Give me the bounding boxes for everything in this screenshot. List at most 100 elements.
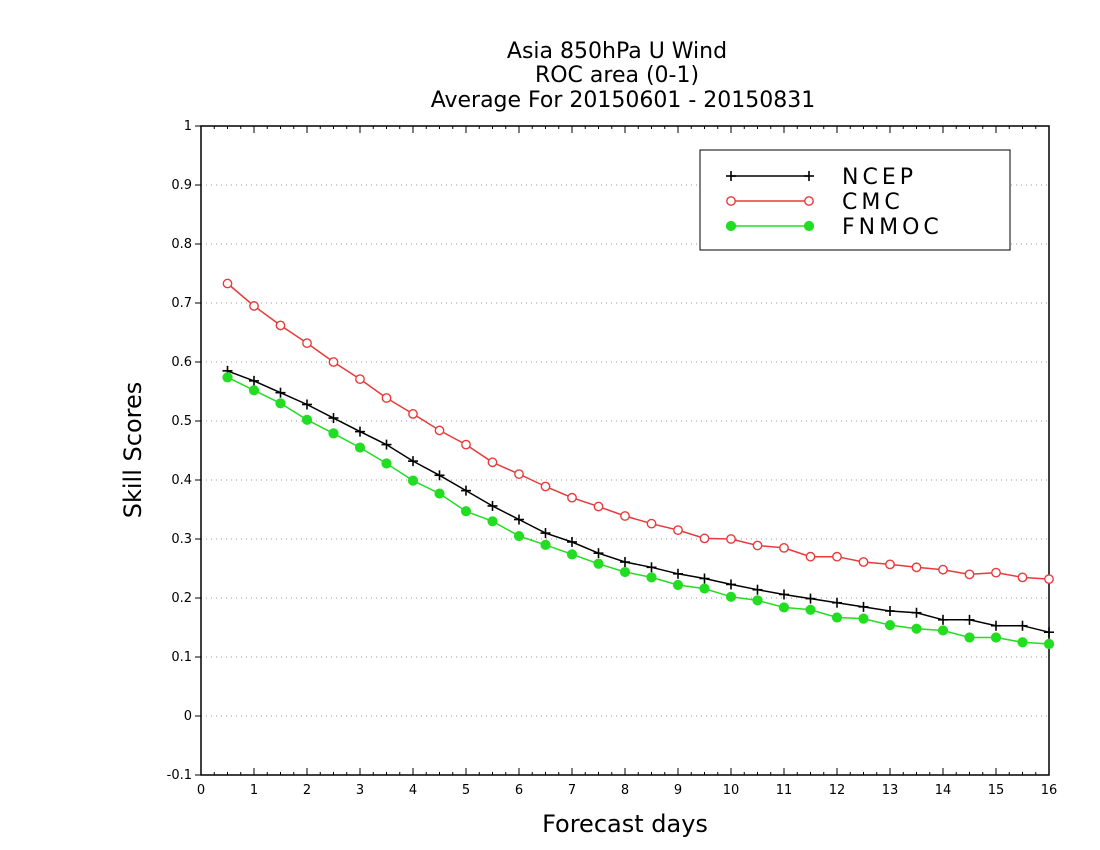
- data-point-ncep-12: [540, 528, 551, 539]
- x-tick-label-13: 13: [882, 783, 899, 798]
- x-tick-label-16: 16: [1041, 783, 1058, 798]
- x-axis-ticks: 0 1 2 3 4 5 6 7 8 9 10 11 12 13 14 15 16: [197, 126, 1057, 798]
- x-tick-label-11: 11: [776, 783, 793, 798]
- data-point-cmc-0: [222, 278, 233, 289]
- y-tick-label-3: 0.2: [171, 591, 192, 606]
- legend-label-ncep: NCEP: [842, 165, 917, 190]
- data-point-ncep-21: [779, 589, 789, 600]
- y-tick-label-9: 0.8: [171, 237, 192, 252]
- data-point-cmc-21: [779, 542, 789, 553]
- data-point-ncep-3: [302, 399, 312, 410]
- data-point-cmc-5: [355, 374, 365, 385]
- data-point-fnmoc-23: [831, 612, 843, 623]
- data-series: [222, 278, 1055, 650]
- data-point-cmc-11: [514, 469, 524, 479]
- x-axis-label: Forecast days: [542, 810, 708, 838]
- data-point-fnmoc-19: [725, 591, 737, 602]
- data-point-fnmoc-14: [593, 558, 604, 569]
- data-point-ncep-22: [805, 593, 816, 604]
- x-tick-label-5: 5: [462, 783, 470, 798]
- y-tick-label-8: 0.7: [171, 296, 192, 311]
- data-point-cmc-13: [567, 492, 577, 503]
- data-point-ncep-29: [991, 620, 1001, 631]
- x-tick-label-14: 14: [935, 783, 952, 798]
- data-point-cmc-24: [858, 557, 869, 567]
- y-tick-label-4: 0.3: [171, 532, 192, 547]
- data-point-cmc-8: [434, 425, 445, 436]
- chart-title: Asia 850hPa U Wind ROC area (0-1) Averag…: [431, 39, 816, 113]
- legend-box: [699, 149, 1011, 251]
- data-point-cmc-10: [487, 457, 498, 468]
- legend-marker-right-fnmoc: [803, 220, 815, 232]
- data-point-fnmoc-11: [513, 530, 525, 542]
- data-point-fnmoc-16: [646, 572, 657, 583]
- data-point-fnmoc-9: [460, 506, 472, 517]
- data-point-cmc-18: [699, 533, 710, 544]
- series-ncep: [222, 365, 1054, 638]
- data-point-ncep-17: [673, 568, 683, 579]
- y-axis-label: Skill Scores: [119, 382, 147, 519]
- legend-marker-right-cmc: [804, 196, 814, 206]
- x-tick-label-3: 3: [356, 783, 364, 798]
- y-tick-label-6: 0.5: [171, 414, 192, 429]
- data-point-fnmoc-30: [1017, 637, 1028, 648]
- data-point-cmc-27: [938, 564, 948, 575]
- y-tick-label-5: 0.4: [171, 473, 192, 488]
- gridlines: [201, 184, 1049, 717]
- legend-marker-right-ncep: [804, 171, 814, 181]
- data-point-fnmoc-7: [407, 475, 419, 486]
- data-point-ncep-26: [911, 607, 922, 618]
- data-point-fnmoc-4: [328, 428, 339, 439]
- legend-entry-ncep: NCEP: [726, 165, 917, 190]
- data-point-fnmoc-27: [937, 625, 949, 636]
- data-point-fnmoc-2: [275, 398, 286, 409]
- legend-entry-cmc: CMC: [726, 190, 904, 215]
- data-point-cmc-7: [408, 409, 418, 419]
- x-tick-label-4: 4: [409, 783, 417, 798]
- series-line-ncep: [227, 370, 1050, 633]
- data-point-cmc-28: [964, 569, 975, 580]
- data-point-cmc-1: [249, 301, 259, 311]
- legend-marker-left-fnmoc: [725, 220, 737, 232]
- data-point-fnmoc-18: [699, 583, 710, 594]
- data-point-fnmoc-3: [301, 414, 313, 425]
- legend-marker-left-cmc: [726, 196, 736, 206]
- legend-label-cmc: CMC: [842, 190, 904, 215]
- data-point-ncep-16: [646, 562, 657, 573]
- legend-entry-fnmoc: FNMOC: [725, 215, 943, 240]
- data-point-fnmoc-21: [778, 602, 790, 613]
- legend-marker-left-ncep: [726, 171, 736, 181]
- legend-label-fnmoc: FNMOC: [842, 215, 943, 240]
- x-tick-label-9: 9: [674, 783, 682, 798]
- data-point-cmc-4: [328, 357, 339, 367]
- data-point-fnmoc-1: [248, 385, 260, 396]
- data-point-ncep-6: [381, 439, 392, 450]
- data-point-fnmoc-31: [1043, 638, 1055, 650]
- series-fnmoc: [222, 372, 1055, 650]
- x-tick-label-8: 8: [621, 783, 629, 798]
- data-point-fnmoc-10: [487, 516, 498, 527]
- x-tick-label-6: 6: [515, 783, 523, 798]
- chart-title-line-1: Asia 850hPa U Wind: [507, 39, 727, 64]
- data-point-cmc-15: [620, 511, 630, 521]
- data-point-cmc-19: [726, 534, 736, 544]
- data-point-fnmoc-17: [672, 579, 684, 591]
- y-tick-label-2: 0.1: [171, 650, 192, 665]
- data-point-ncep-8: [434, 470, 445, 481]
- data-point-cmc-2: [275, 320, 286, 331]
- data-point-ncep-25: [885, 605, 895, 616]
- data-point-ncep-27: [938, 614, 948, 625]
- x-tick-label-2: 2: [303, 783, 311, 798]
- data-point-cmc-31: [1044, 574, 1054, 585]
- data-point-ncep-2: [275, 387, 286, 398]
- y-tick-label-0: -0.1: [167, 768, 192, 783]
- data-point-cmc-22: [805, 551, 816, 562]
- data-point-ncep-14: [593, 548, 604, 559]
- data-point-fnmoc-25: [884, 620, 896, 631]
- data-point-fnmoc-29: [990, 632, 1002, 643]
- data-point-ncep-1: [249, 375, 259, 386]
- data-point-cmc-12: [540, 481, 551, 492]
- x-tick-label-0: 0: [197, 783, 205, 798]
- data-point-cmc-25: [885, 559, 895, 570]
